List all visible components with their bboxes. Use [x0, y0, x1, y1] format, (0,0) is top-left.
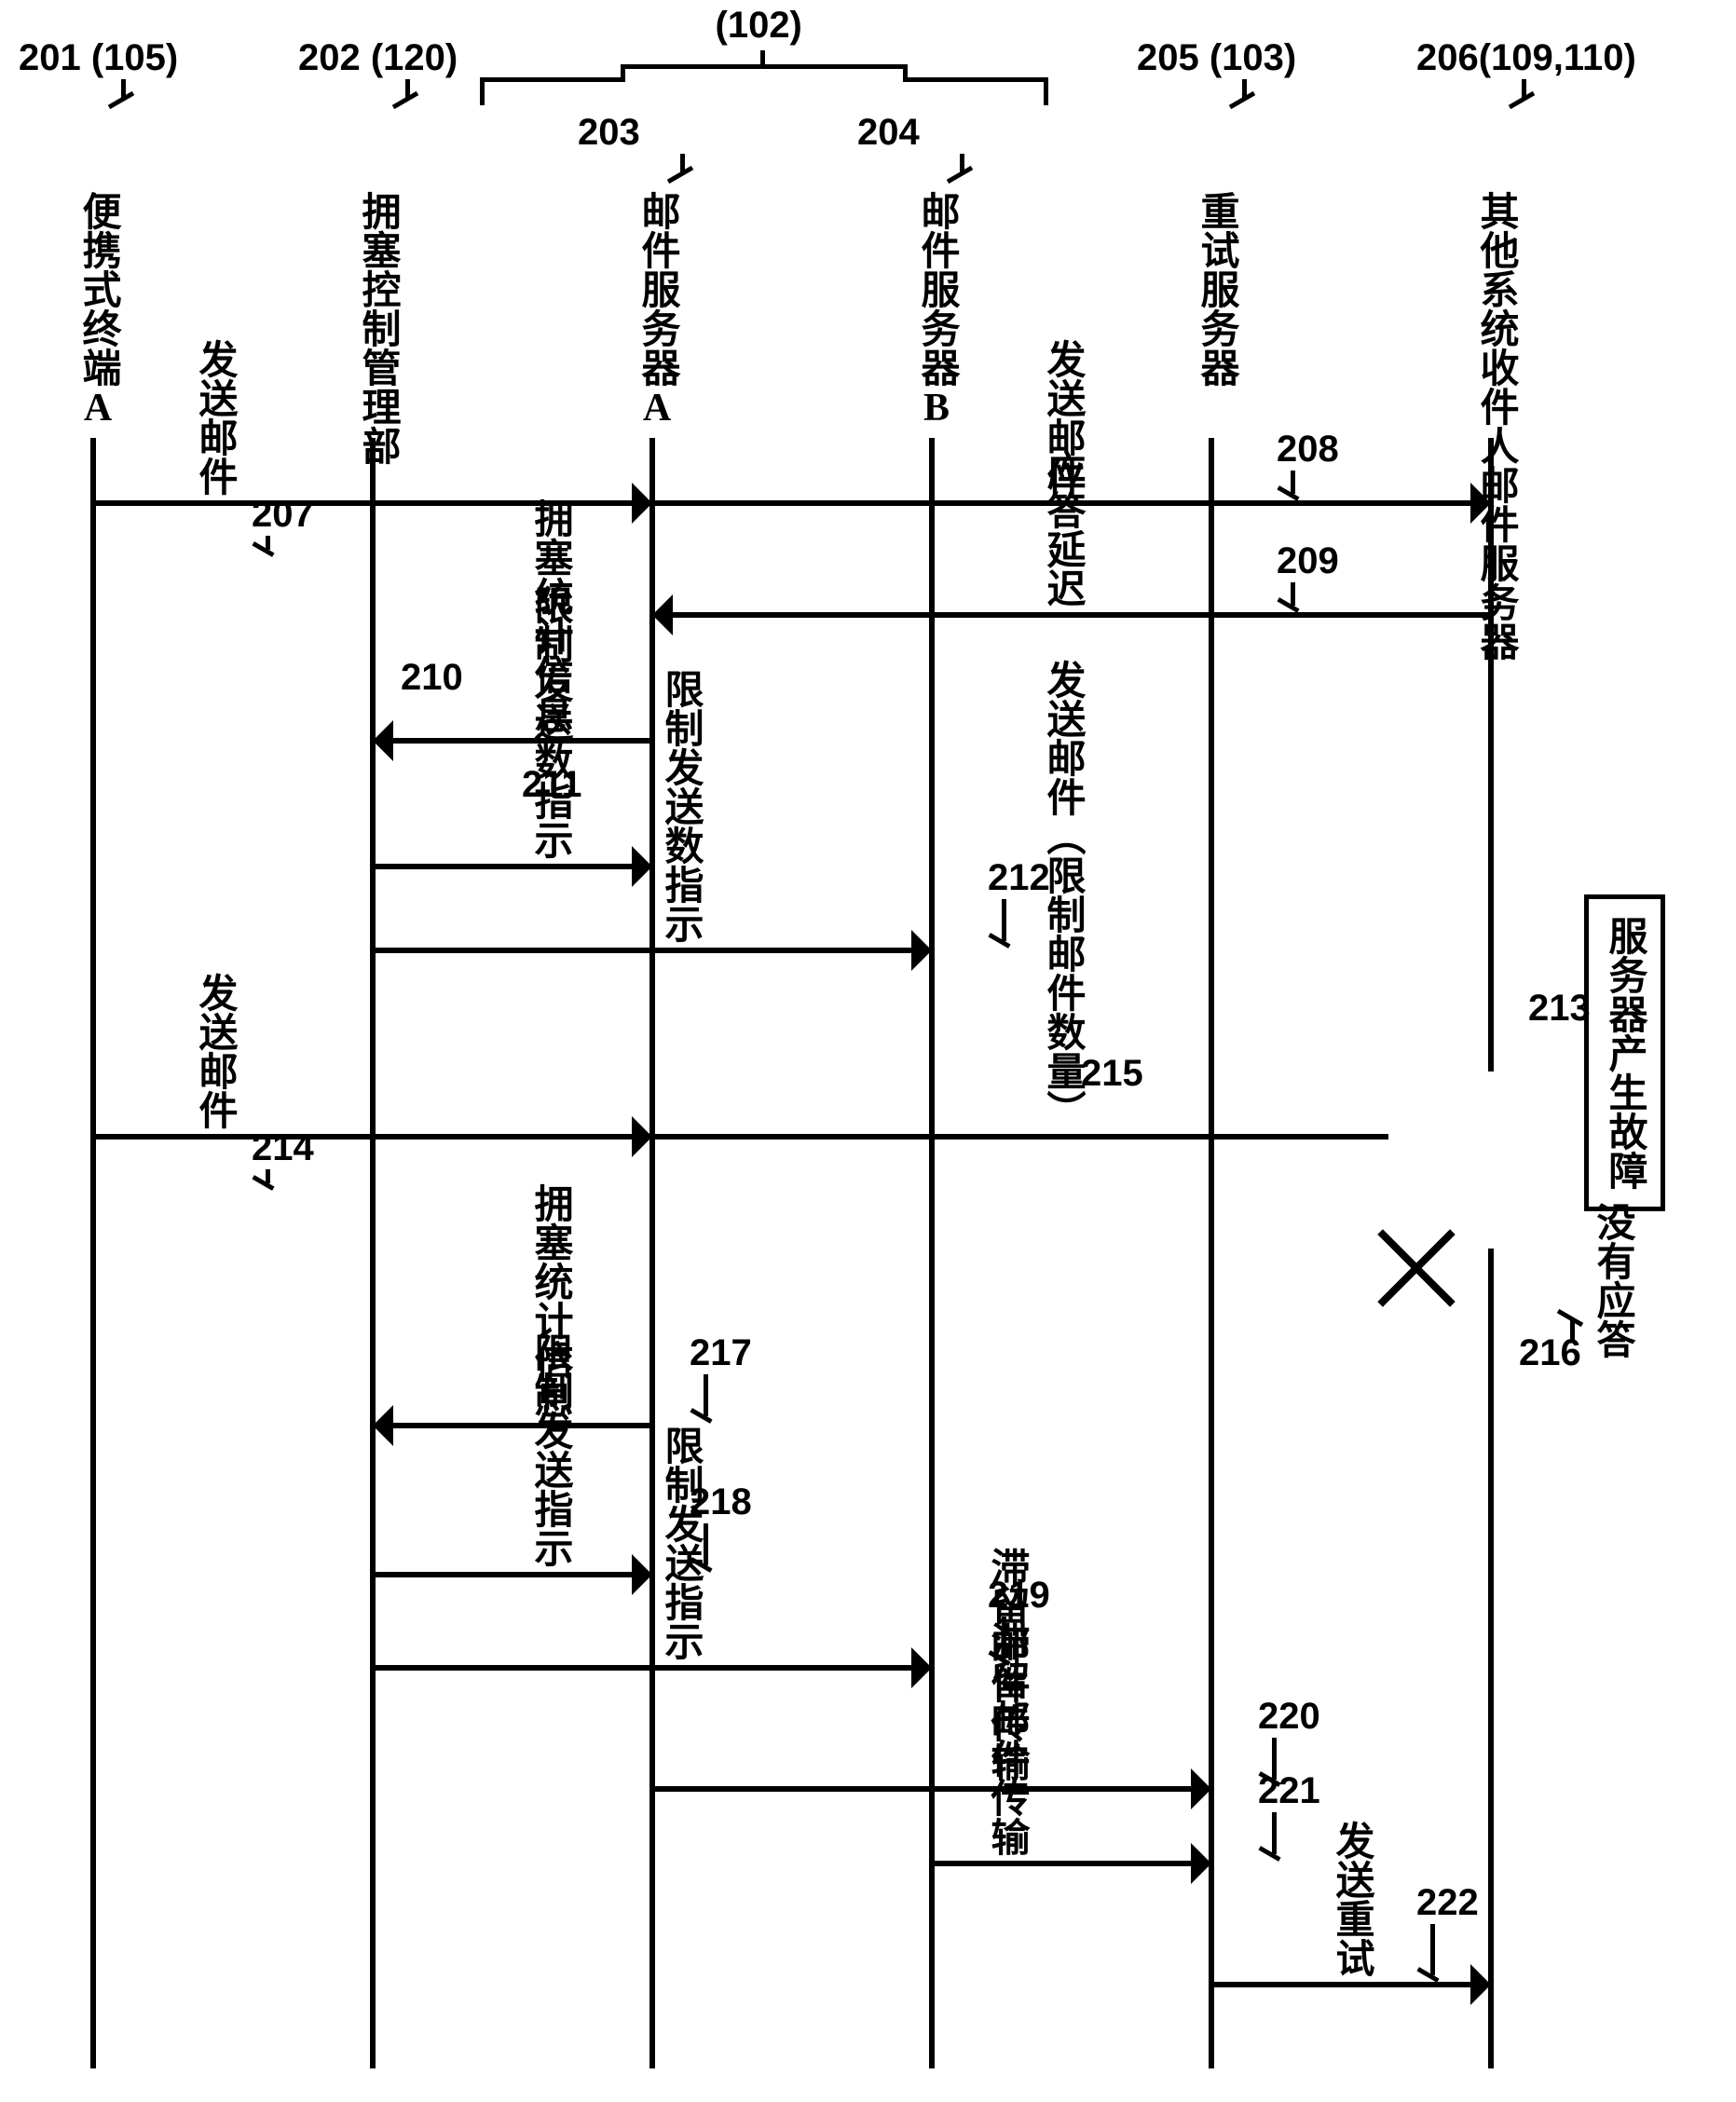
msg-ref-209: 209	[1277, 540, 1339, 582]
msg-label-207: 发送邮件	[186, 339, 243, 496]
lane-header-mailA: 邮件服务器A	[629, 191, 686, 430]
msg-line-210	[373, 738, 652, 744]
brace-ref: (102)	[716, 5, 802, 47]
lane-ref-terminal: 201 (105)	[19, 37, 178, 79]
msg-ref-207: 207	[252, 494, 314, 536]
msg-ref-214: 214	[252, 1127, 314, 1169]
msg-ref-208: 208	[1277, 429, 1339, 471]
msg-ref-220: 220	[1258, 1696, 1320, 1738]
msg-line-215	[652, 1134, 1388, 1140]
msg-ref-217: 217	[690, 1332, 752, 1374]
lifeline-recip-bottom	[1488, 1249, 1494, 2068]
msg-line-220	[652, 1786, 1211, 1792]
msg-label-222: 发送重试	[1323, 1821, 1380, 1977]
msg-label-212: 限制发送数指示	[652, 669, 709, 943]
msg-ref-210: 210	[401, 657, 463, 699]
lifeline-mailB	[929, 438, 935, 2068]
msg-label-214: 发送邮件	[186, 973, 243, 1129]
lane-ref-mailA: 203	[578, 112, 640, 154]
msg-line-218	[373, 1572, 652, 1577]
msg-line-219	[373, 1665, 932, 1671]
fault-ref: 213	[1528, 988, 1591, 1030]
msg-line-222	[1211, 1982, 1491, 1987]
msg-line-214	[93, 1134, 652, 1140]
lifeline-congest	[370, 438, 376, 2068]
lifeline-recip-top	[1488, 438, 1494, 1071]
lifeline-retry	[1209, 438, 1214, 2068]
no-answer-label: 没有应答	[1584, 1202, 1641, 1358]
lane-ref-congest: 202 (120)	[298, 37, 458, 79]
msg-label-209: 应答延迟	[1034, 451, 1091, 607]
msg-line-212	[373, 948, 932, 953]
lane-header-congest: 拥塞控制管理部	[349, 191, 406, 465]
msg-ref-221: 221	[1258, 1770, 1320, 1812]
lane-header-recip: 其他系统收件人邮件服务器	[1468, 191, 1524, 661]
msg-label-219: 限制发送指示	[652, 1426, 709, 1660]
msg-ref-222: 222	[1416, 1882, 1479, 1924]
msg-ref-211: 211	[522, 764, 582, 806]
msg-line-209	[652, 612, 1491, 618]
lane-ref-retry: 205 (103)	[1137, 37, 1296, 79]
msg-line-211	[373, 864, 652, 869]
lane-header-terminal: 便携式终端A	[70, 191, 127, 430]
sequence-diagram: (102) 201 (105) 便携式终端A 202 (120) 拥塞控制管理部 203 邮…	[0, 0, 1736, 2102]
lifeline-terminal	[90, 438, 96, 2068]
msg-label-218: 限制发送指示	[522, 1332, 579, 1567]
msg-line-217	[373, 1423, 652, 1428]
msg-label-211: 限制发送数指示	[522, 585, 579, 859]
lane-header-retry: 重试服务器	[1188, 191, 1245, 387]
lane-ref-recip: 206(109,110)	[1416, 37, 1636, 79]
lane-ref-mailB: 204	[857, 112, 920, 154]
msg-ref-215: 215	[1081, 1053, 1143, 1095]
msg-label-221: 滞留邮件传输	[978, 1621, 1035, 1856]
lane-header-mailB: 邮件服务器B	[909, 191, 965, 430]
msg-line-221	[932, 1861, 1211, 1866]
fault-box: 服务器产生故障	[1584, 894, 1665, 1211]
